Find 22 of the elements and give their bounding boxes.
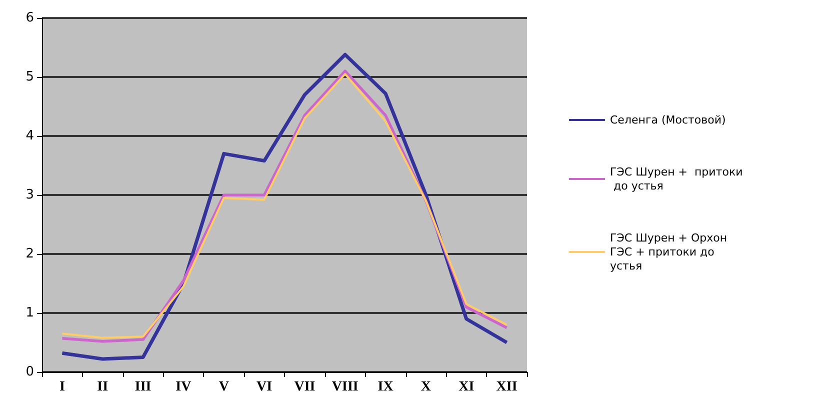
x-tick-label: VII bbox=[294, 380, 316, 394]
x-tick-label: III bbox=[134, 380, 152, 394]
y-tick-label: 0 bbox=[26, 364, 34, 380]
x-tick-label: X bbox=[420, 380, 432, 394]
x-tick-label: II bbox=[97, 380, 108, 394]
y-tick-label: 4 bbox=[26, 128, 34, 144]
x-tick-label: V bbox=[218, 380, 229, 394]
x-tick-label: XI bbox=[458, 380, 474, 394]
y-tick-label: 2 bbox=[26, 246, 34, 262]
x-tick-label: XII bbox=[496, 380, 518, 394]
y-tick-label: 5 bbox=[26, 70, 34, 84]
legend-label: Селенга (Мостовой) bbox=[610, 114, 726, 126]
x-tick-label: VI bbox=[256, 380, 272, 394]
x-tick-label: IX bbox=[378, 380, 394, 394]
y-tick-label: 3 bbox=[26, 188, 34, 202]
y-tick-label: 6 bbox=[26, 10, 34, 26]
y-tick-label: 1 bbox=[26, 306, 34, 320]
x-tick-label: VIII bbox=[332, 380, 358, 394]
x-tick-label: IV bbox=[176, 380, 192, 394]
legend-label: ГЭС Шурен + Орхон ГЭС + притоки до устья bbox=[610, 232, 731, 272]
x-tick-label: I bbox=[59, 380, 65, 394]
legend-label: ГЭС Шурен + притоки до устья bbox=[610, 166, 743, 192]
